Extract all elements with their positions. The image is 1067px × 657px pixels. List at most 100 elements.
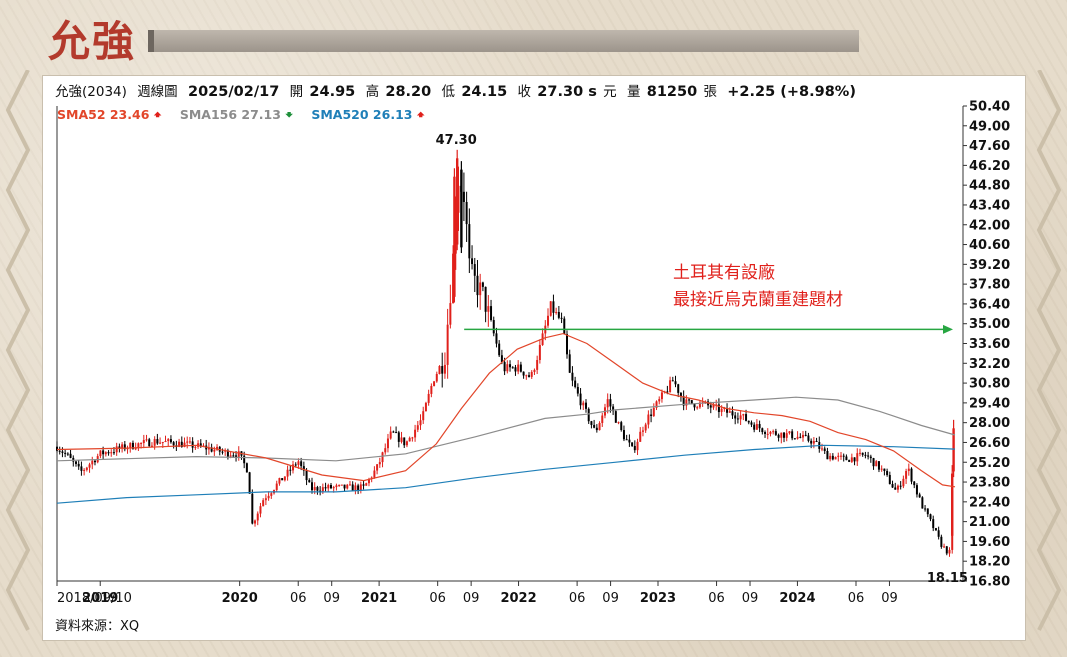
candle-body	[666, 391, 669, 393]
x-tick-label: 06	[569, 591, 586, 606]
candle-body	[137, 443, 140, 449]
candle-body	[254, 520, 257, 524]
sma520-line	[56, 444, 956, 504]
sma520-label: SMA520 26.13	[311, 107, 413, 122]
candle-body	[56, 446, 58, 451]
candle-body	[408, 437, 411, 442]
candle-body	[329, 485, 332, 489]
candle-body	[156, 439, 159, 444]
candle-body	[207, 447, 210, 450]
y-tick-label: 43.40	[969, 198, 1010, 213]
candle-body	[140, 443, 143, 445]
low-price: 24.15	[461, 84, 508, 100]
high-label: 高	[365, 84, 380, 100]
candle-body	[952, 428, 955, 472]
candle-body	[294, 464, 297, 466]
candle-body	[907, 468, 910, 471]
candle-body	[943, 546, 946, 548]
candle-body	[888, 474, 891, 485]
sma156-label: SMA156 27.13	[179, 107, 281, 122]
candle-body	[473, 264, 476, 276]
candle-body	[453, 176, 456, 297]
candle-body	[88, 464, 91, 468]
candle-body	[264, 498, 267, 501]
candle-body	[471, 258, 474, 265]
candle-body	[286, 469, 289, 477]
candle-body	[837, 455, 840, 458]
candle-body	[121, 444, 124, 449]
candle-body	[861, 452, 864, 455]
candle-body	[77, 463, 80, 467]
candle-body	[839, 455, 842, 457]
arrow-down-icon: 🠻	[280, 107, 293, 122]
candle-body	[131, 442, 134, 449]
candle-body	[742, 414, 745, 416]
candle-body	[593, 424, 596, 428]
candle-body	[650, 414, 653, 416]
candle-body	[639, 431, 642, 442]
candle-body	[777, 434, 780, 438]
data-source: 資料來源：XQ	[55, 619, 140, 634]
candle-body	[842, 455, 845, 457]
candle-body	[66, 453, 69, 455]
candle-body	[384, 448, 387, 453]
candle-body	[671, 380, 674, 382]
candle-body	[411, 437, 414, 439]
candle-body	[476, 275, 479, 296]
candle-body	[533, 369, 536, 372]
candle-body	[612, 406, 615, 412]
candle-body	[99, 450, 102, 457]
candle-body	[688, 399, 691, 401]
candle-body	[753, 424, 756, 430]
candlestick-chart: 50.40 49.00 47.60 46.20 44.80 43.40 42.00 40.60…	[56, 100, 1010, 606]
annotation-line-1: 土耳其有設廠	[673, 262, 775, 283]
candle-body	[530, 371, 533, 377]
candle-body	[812, 440, 815, 444]
candle-body	[690, 400, 693, 404]
candle-body	[308, 480, 311, 483]
candle-body	[772, 431, 775, 433]
candle-body	[324, 487, 327, 489]
candle-body	[555, 311, 558, 313]
candle-body	[123, 444, 126, 450]
candle-body	[780, 432, 783, 438]
y-tick-label: 33.60	[969, 337, 1010, 352]
candle-body	[696, 407, 699, 409]
candle-body	[245, 463, 248, 473]
candle-body	[799, 436, 802, 438]
candle-body	[880, 468, 883, 470]
sma520-legend: SMA520 26.13 🠹	[311, 107, 424, 122]
candle-body	[267, 495, 270, 499]
candle-body	[183, 442, 186, 448]
candle-body	[405, 441, 408, 446]
volume-value: 81250	[646, 84, 698, 100]
candle-body	[598, 422, 601, 431]
y-tick-label: 29.40	[969, 396, 1010, 411]
candle-body	[289, 469, 292, 471]
y-tick-label: 50.40	[969, 100, 1010, 115]
candle-body	[259, 506, 262, 514]
candle-body	[492, 320, 495, 334]
candle-body	[460, 169, 463, 248]
candle-body	[172, 442, 175, 446]
candle-body	[430, 385, 433, 394]
chart-period: 週線圖	[137, 84, 178, 100]
candle-body	[452, 253, 455, 304]
candle-body	[159, 442, 162, 444]
candle-body	[698, 402, 701, 408]
candle-body	[262, 500, 265, 507]
candle-body	[658, 399, 661, 402]
x-tick-label: 06	[290, 591, 307, 606]
candle-body	[178, 441, 181, 447]
candle-body	[644, 424, 647, 431]
candle-body	[557, 311, 560, 318]
close-price: 27.30 s	[537, 84, 597, 100]
candle-body	[302, 466, 305, 471]
candle-body	[316, 487, 319, 491]
candle-body	[148, 439, 151, 447]
chart-panel: 允強(2034) 週線圖 2025/02/17 開 24.95 高 28.20 …	[42, 75, 1026, 641]
candle-body	[433, 381, 436, 386]
candle-body	[625, 439, 628, 441]
candle-body	[93, 460, 96, 463]
candle-body	[297, 461, 300, 465]
